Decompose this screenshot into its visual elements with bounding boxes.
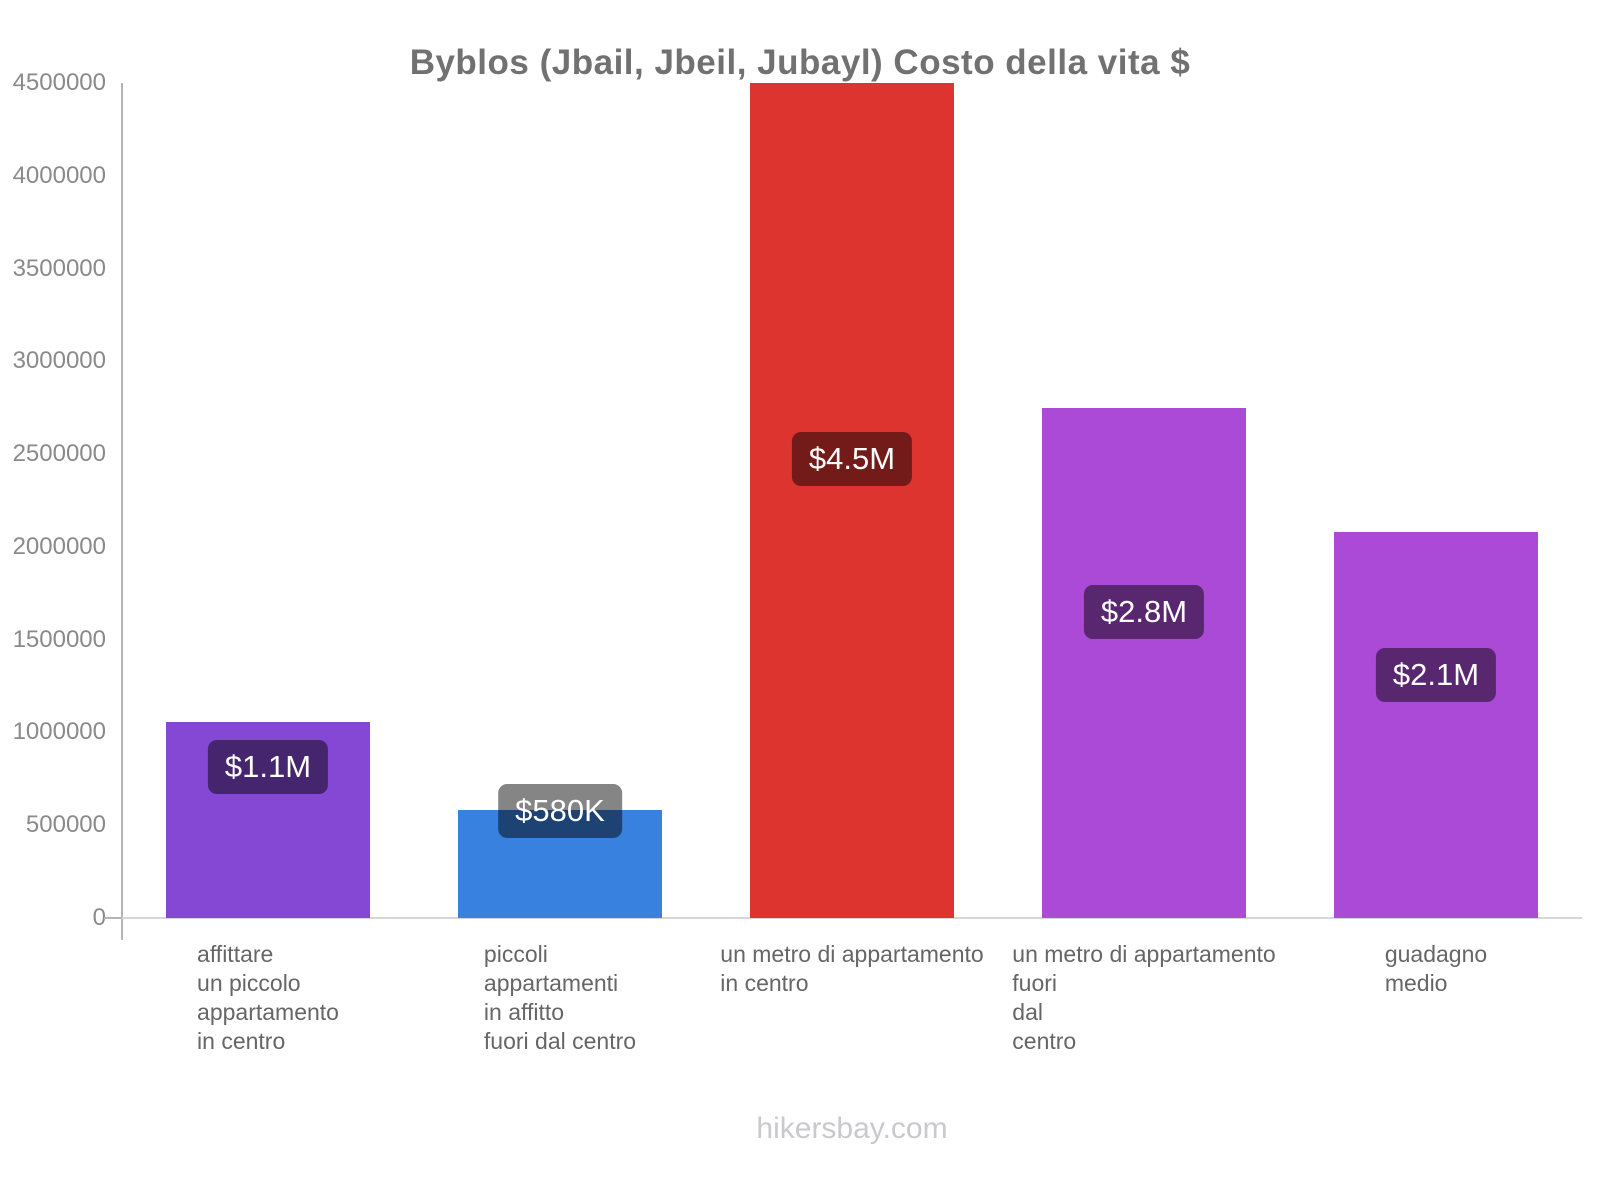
- y-axis-line: [121, 83, 123, 940]
- category-label-text: un metro di appartamento in centro: [720, 941, 984, 996]
- bar: [750, 83, 954, 918]
- category-label: piccoli appartamenti in affitto fuori dal c…: [414, 940, 706, 1056]
- category-label: affittare un piccolo appartamento in centro: [122, 940, 414, 1056]
- value-badge: $4.5M: [791, 431, 913, 486]
- category-label-text: affittare un piccolo appartamento in centro: [197, 941, 339, 1054]
- y-axis-tick-label: 4500000: [12, 69, 106, 96]
- y-axis-tick-label: 1000000: [12, 718, 106, 746]
- y-axis-tick-label: 2000000: [12, 532, 106, 560]
- bar: [1042, 407, 1246, 918]
- y-axis-tick-label: 3500000: [12, 254, 106, 282]
- x-axis-line: [122, 917, 1582, 919]
- y-axis-tick-label: 1500000: [12, 625, 106, 653]
- category-label-text: guadagno medio: [1384, 941, 1488, 996]
- value-badge: $2.1M: [1375, 647, 1497, 702]
- y-axis-tick-label: 4000000: [12, 161, 106, 189]
- value-badge: $1.1M: [207, 740, 329, 795]
- bar: [1334, 532, 1538, 918]
- chart-title: Byblos (Jbail, Jbeil, Jubayl) Costo dell…: [409, 43, 1191, 83]
- zero-tick: [104, 917, 132, 919]
- value-badge: $2.8M: [1083, 584, 1205, 639]
- category-label-text: un metro di appartamento fuori dal centro: [1012, 941, 1276, 1054]
- category-label: un metro di appartamento in centro: [706, 940, 998, 998]
- category-label: guadagno medio: [1290, 940, 1582, 998]
- y-axis-tick-label: 500000: [25, 811, 106, 839]
- category-label: un metro di appartamento fuori dal centro: [998, 940, 1290, 1056]
- watermark: hikersbay.com: [756, 1112, 948, 1145]
- y-axis-tick-label: 0: [92, 904, 106, 931]
- bar: [166, 722, 370, 918]
- y-axis-tick-label: 2500000: [12, 440, 106, 468]
- value-badge: $580K: [498, 784, 622, 839]
- bar: [458, 810, 662, 918]
- y-axis-tick-label: 3000000: [12, 347, 106, 375]
- category-label-text: piccoli appartamenti in affitto fuori dal c…: [483, 941, 637, 1054]
